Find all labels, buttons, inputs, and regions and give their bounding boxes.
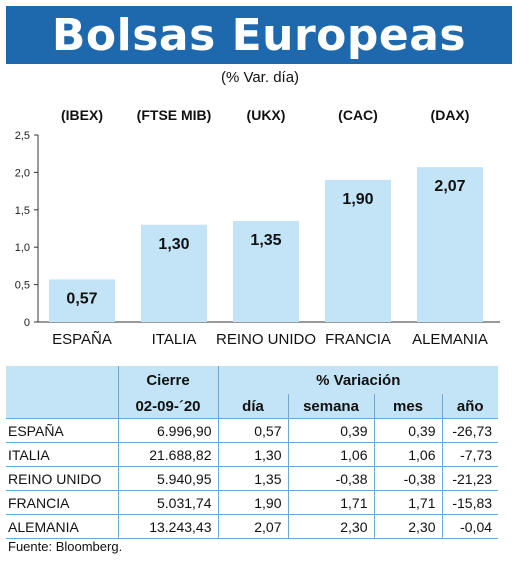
header-empty (6, 366, 118, 394)
index-label: (IBEX) (61, 107, 103, 123)
cell-cierre: 21.688,82 (117, 442, 218, 467)
cell-mes: 1,06 (373, 442, 442, 467)
table-row: ESPAÑA 6.996,90 0,57 0,39 0,39 -26,73 (6, 418, 499, 443)
y-tick-label: 2,0 (15, 167, 30, 179)
bar (233, 221, 299, 322)
category-label: FRANCIA (325, 331, 391, 348)
y-tick-label: 2,5 (15, 130, 30, 142)
y-tick-label: 1,5 (15, 205, 30, 217)
category-label: ESPAÑA (52, 331, 112, 348)
bar-value-label: 1,30 (158, 236, 189, 253)
header-ano: año (441, 394, 499, 419)
cell-cierre: 6.996,90 (117, 418, 218, 443)
header-date: 02-09-´20 (117, 394, 218, 419)
cell-cierre: 5.031,74 (117, 490, 218, 515)
category-label: ITALIA (152, 331, 197, 348)
bar (141, 224, 207, 322)
cell-mes: 0,39 (373, 418, 442, 443)
table-row: FRANCIA 5.031,74 1,90 1,71 1,71 -15,83 (6, 490, 499, 515)
index-label: (CAC) (338, 107, 378, 123)
cell-ano: -0,04 (441, 514, 499, 539)
table-row: ITALIA 21.688,82 1,30 1,06 1,06 -7,73 (6, 442, 499, 467)
bar (325, 179, 391, 322)
header-cierre: Cierre (117, 366, 218, 394)
y-tick-label: 0 (24, 317, 30, 329)
bar-value-label: 1,90 (342, 191, 373, 208)
cell-semana: 0,39 (287, 418, 374, 443)
cell-mes: -0,38 (373, 466, 442, 491)
chart-subtitle: (% Var. día) (220, 69, 300, 86)
cell-mes: 2,30 (373, 514, 442, 539)
header-dia: día (217, 394, 288, 419)
header-empty-2 (6, 394, 118, 419)
cell-country: ALEMANIA (6, 514, 118, 539)
bar-value-label: 0,57 (66, 290, 97, 307)
cell-ano: -26,73 (441, 418, 499, 443)
page-title: Bolsas Europeas (51, 9, 467, 61)
cell-dia: 1,30 (217, 442, 288, 467)
cell-dia: 1,35 (217, 466, 288, 491)
index-label: (UKX) (247, 107, 286, 123)
cell-ano: -21,23 (441, 466, 499, 491)
cell-semana: 1,06 (287, 442, 374, 467)
cell-ano: -15,83 (441, 490, 499, 515)
table-row: REINO UNIDO 5.940,95 1,35 -0,38 -0,38 -2… (6, 466, 499, 491)
cell-country: REINO UNIDO (6, 466, 118, 491)
table-row: ALEMANIA 13.243,43 2,07 2,30 2,30 -0,04 (6, 514, 499, 539)
cell-cierre: 13.243,43 (117, 514, 218, 539)
data-table: Cierre % Variación 02-09-´20 día semana … (6, 366, 499, 539)
category-label: REINO UNIDO (216, 331, 316, 348)
y-tick-label: 1,0 (15, 242, 30, 254)
header-variacion: % Variación (217, 366, 499, 394)
y-tick-label: 0,5 (15, 280, 30, 292)
cell-semana: 1,71 (287, 490, 374, 515)
bar-value-label: 1,35 (250, 232, 281, 249)
header-semana: semana (287, 394, 374, 419)
index-label: (FTSE MIB) (137, 107, 212, 123)
cell-cierre: 5.940,95 (117, 466, 218, 491)
header-mes: mes (373, 394, 442, 419)
category-label: ALEMANIA (412, 331, 488, 348)
cell-dia: 0,57 (217, 418, 288, 443)
cell-dia: 1,90 (217, 490, 288, 515)
source-note: Fuente: Bloomberg. (8, 539, 123, 554)
cell-ano: -7,73 (441, 442, 499, 467)
bar-value-label: 2,07 (434, 178, 465, 195)
cell-dia: 2,07 (217, 514, 288, 539)
cell-country: ESPAÑA (6, 418, 118, 443)
title-banner: Bolsas Europeas (6, 6, 512, 64)
bar (417, 167, 483, 322)
bar (49, 279, 115, 322)
cell-country: FRANCIA (6, 490, 118, 515)
cell-semana: -0,38 (287, 466, 374, 491)
index-label: (DAX) (431, 107, 470, 123)
cell-mes: 1,71 (373, 490, 442, 515)
cell-semana: 2,30 (287, 514, 374, 539)
cell-country: ITALIA (6, 442, 118, 467)
bar-chart: 0 0,5 1,0 1,5 2,0 2,5 0,57 (IBEX) ESPAÑA 1,30 (FTS… (15, 107, 500, 348)
